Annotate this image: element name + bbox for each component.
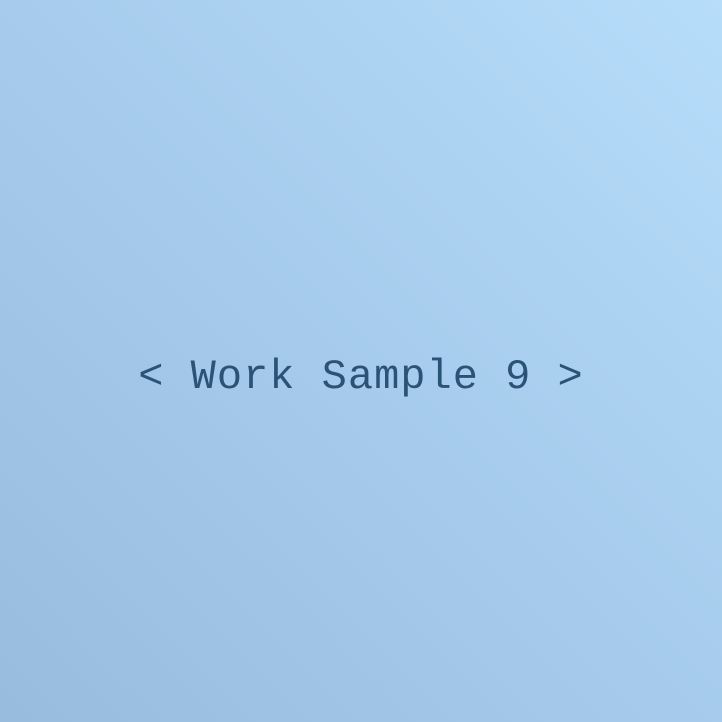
placeholder-label: < Work Sample 9 > xyxy=(138,353,584,401)
